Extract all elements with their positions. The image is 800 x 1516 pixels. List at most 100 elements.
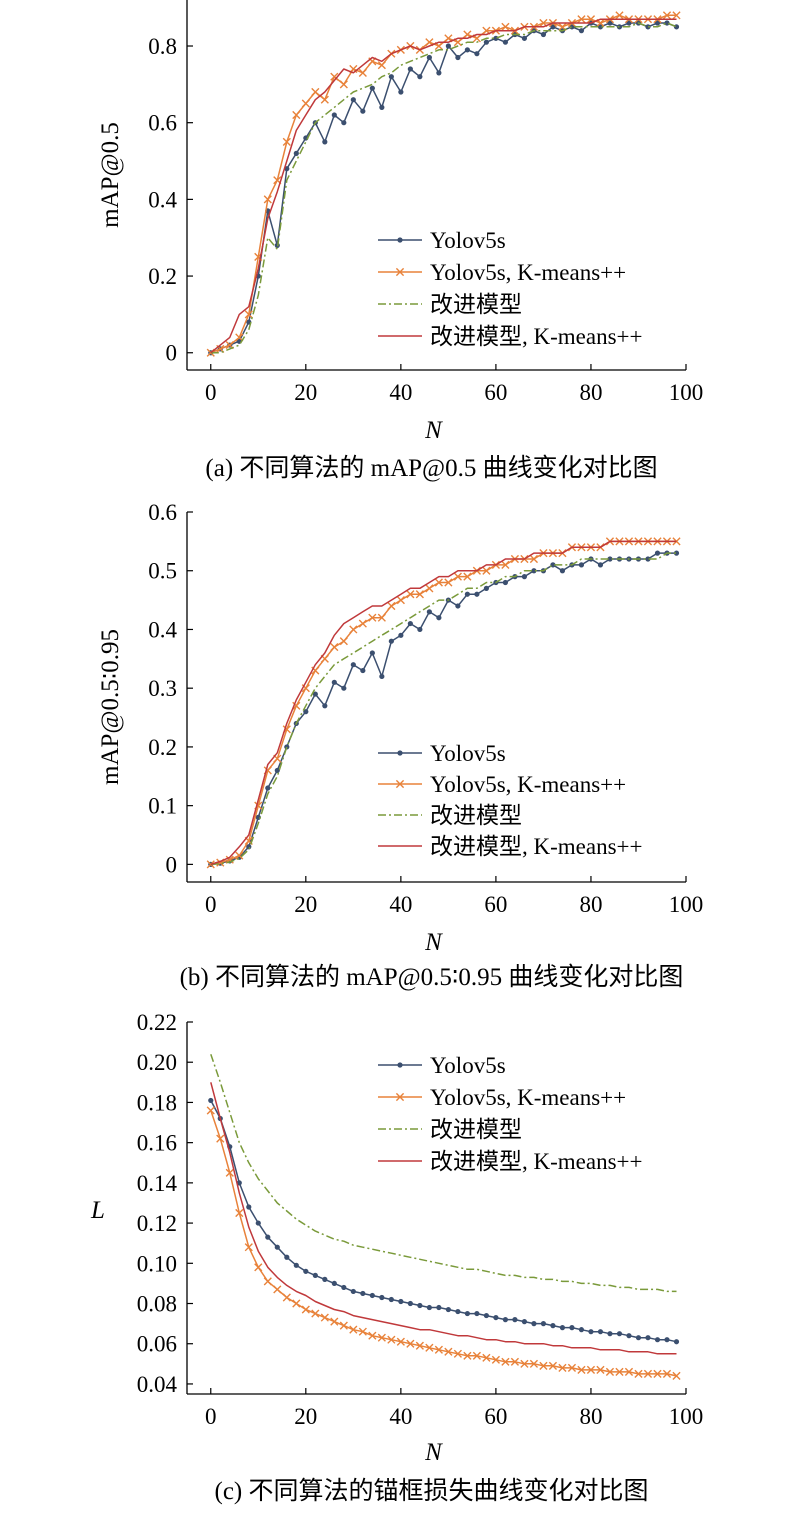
x-tick-label: 80 [579,1404,602,1429]
data-point [455,1308,461,1315]
data-point [379,673,385,680]
data-point [501,22,510,31]
data-point [407,620,413,627]
data-point [339,80,348,89]
figure-caption: (b) 不同算法的 mAP@0.5∶0.95 曲线变化对比图 [180,963,684,991]
data-point [482,1353,491,1362]
y-tick-label: 0.4 [148,617,177,642]
y-tick-label: 0.10 [137,1251,177,1276]
y-tick-label: 0.04 [137,1372,178,1397]
data-point [350,1288,356,1295]
data-point [512,1317,518,1323]
series-line [210,540,677,866]
data-point [265,785,271,791]
x-tick-label: 40 [389,1404,412,1429]
x-tick-label: 20 [294,892,317,917]
data-point [398,89,404,95]
x-tick-label: 0 [205,892,217,917]
y-tick-label: 0.08 [137,1292,177,1317]
figure-caption: (c) 不同算法的锚框损失曲线变化对比图 [215,1477,649,1505]
data-point [596,1365,605,1374]
data-point [292,701,301,710]
data-point [330,72,339,81]
legend-label: Yolov5s, K-means++ [430,1085,626,1110]
x-axis-title: N [424,929,443,956]
data-point [643,1369,653,1378]
data-point [474,1310,480,1317]
data-point [377,613,386,622]
data-point [426,54,432,61]
data-point [597,24,604,30]
series-line [210,18,677,354]
data-point [453,572,462,581]
series-1 [208,20,680,356]
y-tick-label: 0.1 [148,794,177,819]
legend-marker [397,750,403,756]
x-axis-title: N [424,417,443,444]
data-point [369,650,375,656]
data-point [521,1319,528,1325]
data-point [284,744,290,750]
legend-label: 改进模型, K-means++ [430,834,642,859]
x-tick-label: 80 [579,380,602,405]
data-point [407,66,413,72]
series-line [210,1082,677,1355]
x-tick-label: 0 [205,380,217,405]
data-point [559,568,566,574]
data-point [654,20,661,26]
data-point [369,1292,375,1299]
data-point [615,11,624,20]
series-1 [208,1097,680,1345]
data-point [244,1243,253,1252]
data-point [415,590,424,599]
data-point [569,24,575,30]
data-point [368,1331,377,1340]
data-point [567,1363,577,1372]
data-point [578,562,585,568]
data-point [301,99,310,108]
data-point [254,1263,263,1272]
series-4 [210,540,677,866]
y-tick-label: 0.22 [137,1010,177,1035]
data-point [586,1365,596,1374]
data-point [350,662,356,668]
y-tick-label: 0.12 [137,1211,177,1236]
data-point [520,1359,529,1368]
data-point [550,1323,556,1329]
data-point [491,1355,500,1364]
series-3 [210,552,677,866]
x-tick-label: 40 [389,892,412,917]
x-tick-label: 60 [484,892,507,917]
data-point [502,39,509,45]
data-point [531,1321,537,1327]
y-tick-label: 0.18 [137,1090,177,1115]
data-point [569,1325,575,1331]
data-point [521,574,528,580]
data-point [415,1341,424,1350]
data-point [626,20,632,26]
data-point [388,74,394,80]
data-point [464,591,470,597]
data-point [322,703,328,709]
data-point [246,1204,252,1210]
data-point [255,1220,261,1226]
data-point [672,11,681,20]
data-point [263,195,272,204]
x-tick-label: 80 [579,892,602,917]
data-point [341,685,347,691]
data-point [322,1276,328,1282]
data-point [417,1302,423,1309]
data-point [282,1293,291,1302]
data-point [464,47,470,53]
y-axis-title: L [90,1197,105,1224]
series-3 [210,1053,677,1293]
data-point [377,61,386,70]
data-point [320,95,329,104]
data-point [396,596,405,605]
data-point [436,70,442,76]
data-point [645,1335,651,1341]
data-point [379,1294,385,1301]
data-point [417,74,423,80]
